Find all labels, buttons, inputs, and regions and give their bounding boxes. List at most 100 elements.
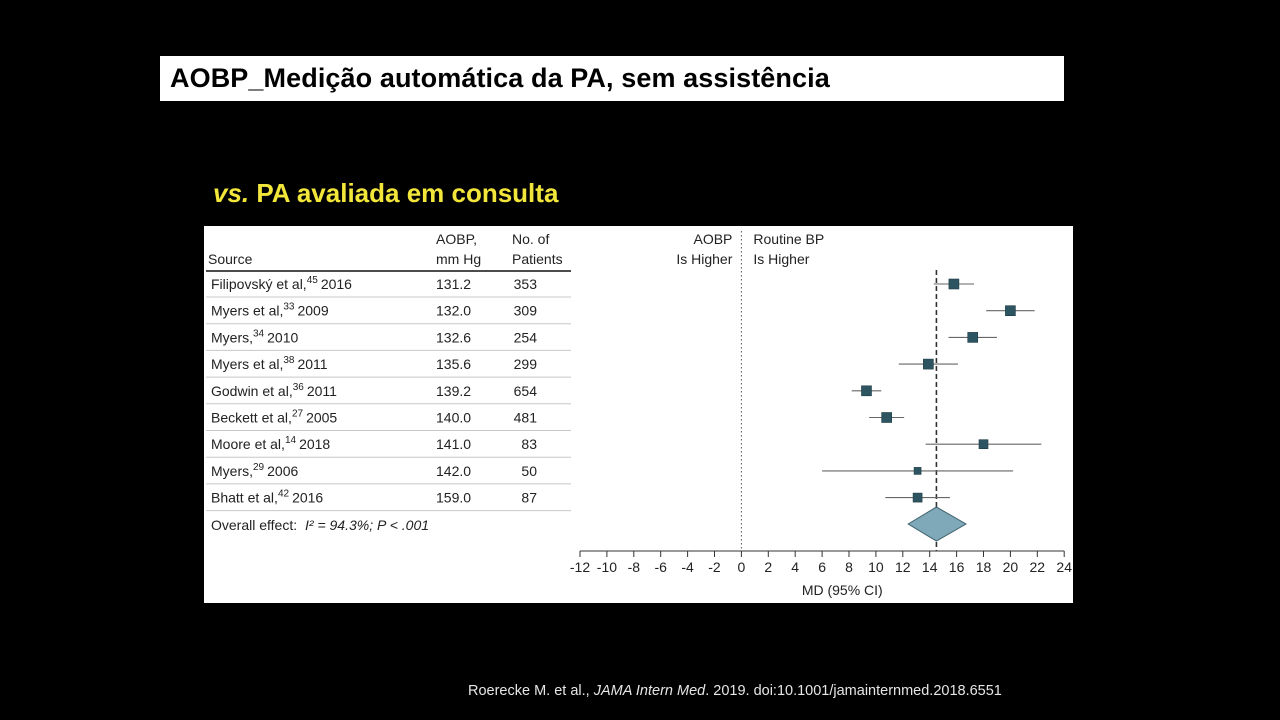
forest-plot: Source AOBP, mm Hg No. of Patients Overa… <box>206 231 1072 598</box>
study-year: 2016 <box>321 276 352 292</box>
study-ref: 14 <box>285 435 297 446</box>
study-aobp: 159.0 <box>436 490 471 506</box>
x-tick-label: -2 <box>708 559 721 575</box>
overall-effect-label: Overall effect: I² = 94.3%; P < .001 <box>211 517 429 533</box>
direction-label-right: Routine BP <box>753 231 824 247</box>
study-year: 2006 <box>267 463 298 479</box>
forest-plot-panel: Source AOBP, mm Hg No. of Patients Overa… <box>204 226 1073 603</box>
x-tick-label: 14 <box>922 559 938 575</box>
study-aobp: 135.6 <box>436 356 471 372</box>
x-tick-label: 22 <box>1030 559 1046 575</box>
x-tick-label: -4 <box>681 559 694 575</box>
study-aobp: 132.6 <box>436 329 471 345</box>
study-aobp: 132.0 <box>436 303 471 319</box>
study-author: Godwin et al, <box>211 383 293 399</box>
x-tick-label: -10 <box>597 559 617 575</box>
header-aobp-line1: AOBP, <box>436 231 477 247</box>
citation-journal: JAMA Intern Med <box>593 683 706 699</box>
study-year: 2011 <box>307 383 337 399</box>
study-author: Moore et al, <box>211 436 285 452</box>
study-ref: 45 <box>307 275 319 286</box>
subtitle-prefix: vs. <box>213 178 250 208</box>
study-author: Bhatt et al, <box>211 490 278 506</box>
x-tick-label: 2 <box>764 559 772 575</box>
study-patients: 353 <box>514 276 538 292</box>
x-tick-label: 20 <box>1003 559 1019 575</box>
table-headers: Source AOBP, mm Hg No. of Patients Overa… <box>206 231 571 533</box>
study-patients: 309 <box>514 303 538 319</box>
study-source: Myers et al,38 2011 <box>211 355 328 372</box>
citation-authors: Roerecke M. et al., <box>468 683 590 699</box>
study-ref: 34 <box>253 328 265 339</box>
study-aobp: 131.2 <box>436 276 471 292</box>
x-tick-label: 4 <box>791 559 799 575</box>
subtitle-text: PA avaliada em consulta <box>256 178 559 208</box>
study-patients: 299 <box>514 356 538 372</box>
study-aobp: 140.0 <box>436 410 471 426</box>
x-tick-label: 8 <box>845 559 853 575</box>
study-author: Beckett et al, <box>211 410 292 426</box>
study-ref: 33 <box>283 302 295 313</box>
plot-area: AOBP Is Higher Routine BP Is Higher -12 -10 -8… <box>570 231 1072 598</box>
overall-effect-stats: I² = 94.3%; P < .001 <box>305 517 429 533</box>
study-year: 2010 <box>267 329 298 345</box>
overall-diamond <box>907 506 968 542</box>
x-tick-label: -12 <box>570 559 590 575</box>
x-tick-label: 16 <box>949 559 965 575</box>
study-point <box>923 358 934 370</box>
title-bar: AOBP_Medição automática da PA, sem assis… <box>160 56 1064 101</box>
study-point <box>978 439 989 449</box>
study-source: Beckett et al,27 2005 <box>211 409 337 426</box>
study-author: Filipovský et al, <box>211 276 307 292</box>
overall-effect-text: Overall effect: <box>211 517 297 533</box>
study-author: Myers, <box>211 329 253 345</box>
slide-title: AOBP_Medição automática da PA, sem assis… <box>170 63 830 93</box>
study-ref: 42 <box>278 489 290 500</box>
study-point <box>967 332 979 343</box>
study-patients: 83 <box>521 436 537 452</box>
citation: Roerecke M. et al., JAMA Intern Med. 201… <box>468 683 1002 699</box>
study-patients: 481 <box>514 410 538 426</box>
x-tick-label: 18 <box>976 559 992 575</box>
study-point <box>912 492 923 503</box>
study-author: Myers, <box>211 463 253 479</box>
citation-rest: . 2019. doi:10.1001/jamainternmed.2018.6… <box>705 683 1002 699</box>
x-axis-label: MD (95% CI) <box>802 582 883 598</box>
study-source: Myers et al,33 2009 <box>211 302 329 319</box>
study-point <box>861 385 872 397</box>
direction-label-right: Is Higher <box>753 251 809 267</box>
study-ref: 27 <box>292 409 304 420</box>
header-source: Source <box>208 251 253 267</box>
study-source: Moore et al,14 2018 <box>211 435 330 452</box>
study-patients: 50 <box>521 463 537 479</box>
study-aobp: 142.0 <box>436 463 471 479</box>
study-point <box>913 467 922 475</box>
study-author: Myers et al, <box>211 356 283 372</box>
study-source: Bhatt et al,42 2016 <box>211 489 323 506</box>
study-aobp: 141.0 <box>436 436 471 452</box>
study-ref: 36 <box>293 382 305 393</box>
study-source: Myers,29 2006 <box>211 462 298 479</box>
study-aobp: 139.2 <box>436 383 471 399</box>
x-tick-label: 10 <box>868 559 884 575</box>
study-point <box>881 412 892 423</box>
study-year: 2016 <box>292 490 323 506</box>
x-tick-label: 0 <box>738 559 746 575</box>
study-patients: 254 <box>514 329 538 345</box>
x-tick-label: -8 <box>628 559 641 575</box>
study-point <box>1005 305 1016 316</box>
header-patients-line1: No. of <box>512 231 549 247</box>
x-tick-label: 12 <box>895 559 911 575</box>
study-patients: 87 <box>521 490 537 506</box>
study-year: 2009 <box>297 303 328 319</box>
study-year: 2005 <box>306 410 337 426</box>
study-author: Myers et al, <box>211 303 283 319</box>
study-ref: 29 <box>253 462 265 473</box>
direction-label-left: AOBP <box>693 231 732 247</box>
study-point <box>948 278 960 290</box>
study-year: 2018 <box>299 436 330 452</box>
x-tick-label: 6 <box>818 559 826 575</box>
study-source: Godwin et al,36 2011 <box>211 382 337 399</box>
header-aobp-line2: mm Hg <box>436 251 481 267</box>
